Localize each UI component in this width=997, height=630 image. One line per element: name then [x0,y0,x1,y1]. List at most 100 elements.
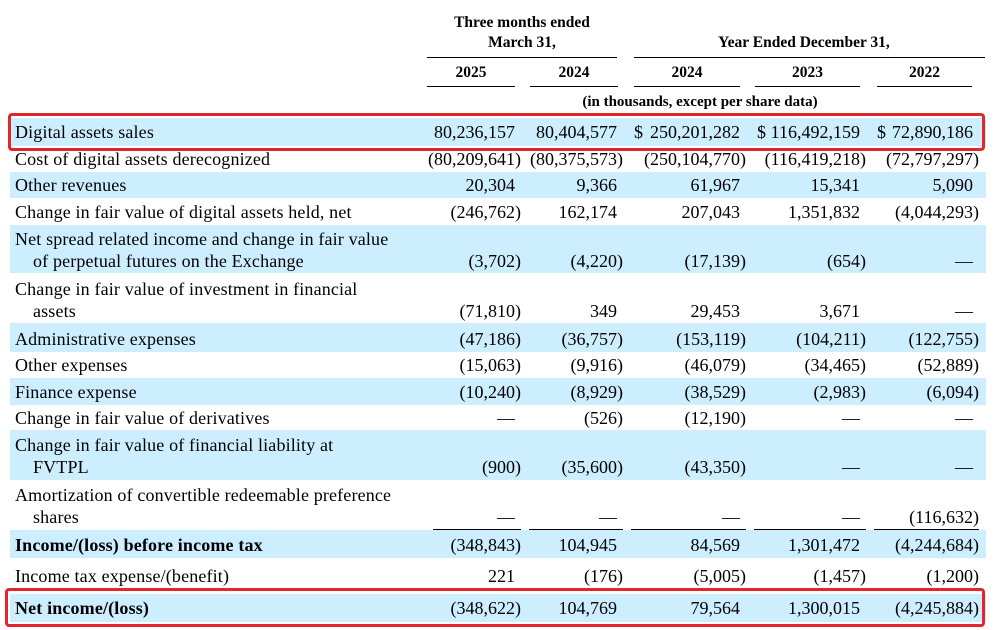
amount: 1,351,832 [788,202,860,222]
amount: 80,404,577 [536,122,617,142]
amount: (4,044,293) [895,202,979,222]
amount: (47,186) [459,329,522,349]
row-amortization-convertible-preference-shares: Amortization of convertible redeemable p… [10,480,986,530]
amount: 104,769 [558,598,618,618]
amount: 1,300,015 [788,598,860,618]
cell-3m-2024: — [521,506,623,530]
row-label: Other revenues [10,174,425,196]
amount: (8,929) [570,382,624,402]
amount: — [497,507,515,527]
row-cost-of-digital-assets-derecognized: Cost of digital assets derecognized (80,… [10,146,986,172]
cell-fy-2024: (153,119) [623,328,746,350]
cell-fy-2024: (43,350) [623,456,747,478]
amount: (104,211) [796,329,866,349]
amount: 3,671 [819,301,861,321]
cell-fy-2024: (12,190) [623,407,747,429]
cell-fy-2023: 1,300,015 [746,597,866,619]
amount: 72,890,186 [892,122,973,142]
cell-3m-2024: (4,220) [521,250,624,272]
amount: (52,889) [917,355,980,375]
amount: (116,632) [909,507,979,527]
row-label-line: Cost of digital assets derecognized [15,149,271,169]
cell-3m-2025: 221 [425,565,521,589]
cell-3m-2025: (900) [425,456,521,478]
amount: 15,341 [810,175,861,195]
amount: (6,094) [926,382,980,402]
cell-3m-2024: (8,929) [521,381,624,403]
cell-3m-2024: (35,600) [521,456,624,478]
year-col-fy-2022: 2022 [877,63,972,87]
row-label-line: Amortization of convertible redeemable p… [15,485,392,505]
amount: (12,190) [684,408,747,428]
cell-fy-2023: (34,465) [746,354,867,376]
row-label-line: Change in fair value of investment in fi… [15,279,358,299]
row-label-line-continued: assets [33,301,76,321]
amount: (1,200) [926,566,980,586]
cell-fy-2023: (2,983) [746,381,867,403]
currency-symbol: $ [634,122,643,142]
row-label-line: Other revenues [15,175,127,195]
row-label: Finance expense [10,381,425,403]
amount: — [842,408,860,428]
cell-3m-2025: (47,186) [425,328,522,350]
amount: (2,983) [813,382,867,402]
row-label-line: Administrative expenses [15,329,196,349]
amount: (1,457) [813,566,867,586]
cell-fy-2024: — [623,506,746,530]
amount: (72,797,297) [886,149,979,169]
cell-3m-2024: 349 [521,300,623,322]
cell-fy-2024: 29,453 [623,300,746,322]
cell-3m-2024: (176) [521,565,623,589]
row-label-line: Change in fair value of derivatives [15,408,270,428]
amount: (80,375,573) [530,149,623,169]
amount: 5,090 [932,175,974,195]
row-change-fv-derivatives: Change in fair value of derivatives — (5… [10,405,986,430]
row-label-line: Income/(loss) before income tax [15,535,263,555]
amount: (38,529) [684,382,747,402]
row-other-revenues: Other revenues 20,304 9,366 61,967 15,34… [10,172,986,198]
cell-3m-2024: 9,366 [521,174,623,196]
cell-fy-2022: — [866,250,979,272]
amount: — [955,408,973,428]
cell-fy-2023: 1,351,832 [746,201,866,223]
row-digital-assets-sales: Digital assets sales 80,236,157 80,404,5… [10,118,986,146]
year-col-3m-2025: 2025 [427,63,515,87]
cell-fy-2023: — [746,456,866,478]
cell-3m-2025: (348,843) [425,534,522,556]
row-net-spread-perpetual-futures: Net spread related income and change in … [10,225,986,273]
amount: (900) [482,457,521,477]
cell-3m-2024: (80,375,573) [521,148,623,170]
amount: 1,301,472 [788,535,860,555]
cell-fy-2022: — [866,300,979,322]
row-change-fv-financial-liability-fvtpl: Change in fair value of financial liabil… [10,430,986,480]
row-label: Change in fair value of investment in fi… [10,278,425,322]
row-label: Digital assets sales [10,121,425,143]
cell-fy-2024: (17,139) [623,250,747,272]
year-col-fy-2024: 2024 [634,63,740,87]
row-label-line-continued: FVTPL [33,457,89,477]
row-label-line: Income tax expense/(benefit) [15,566,230,586]
row-label: Income/(loss) before income tax [10,534,425,556]
amount: 80,236,157 [434,122,515,142]
cell-fy-2024: (250,104,770) [623,148,746,170]
cell-fy-2023: $116,492,159 [746,121,866,143]
amount: (176) [584,566,623,586]
amount: (116,419,218) [764,149,866,169]
amount: — [599,507,617,527]
cell-fy-2022: 5,090 [866,174,979,196]
row-label: Net spread related income and change in … [10,228,425,272]
amount: 207,043 [681,202,741,222]
amount: — [842,457,860,477]
row-label-line: Change in fair value of financial liabil… [15,435,334,455]
cell-fy-2022: (116,632) [866,506,979,530]
amount: 116,492,159 [770,122,860,142]
cell-fy-2023: — [746,407,866,429]
cell-fy-2024: 61,967 [623,174,746,196]
header-three-months-ended: Three months ended March 31, [427,13,617,53]
cell-fy-2022: (72,797,297) [866,148,979,170]
cell-fy-2024: (38,529) [623,381,747,403]
cell-fy-2023: — [746,506,866,530]
row-other-expenses: Other expenses (15,063) (9,916) (46,079)… [10,352,986,378]
row-administrative-expenses: Administrative expenses (47,186) (36,757… [10,323,986,352]
cell-3m-2025: (10,240) [425,381,522,403]
